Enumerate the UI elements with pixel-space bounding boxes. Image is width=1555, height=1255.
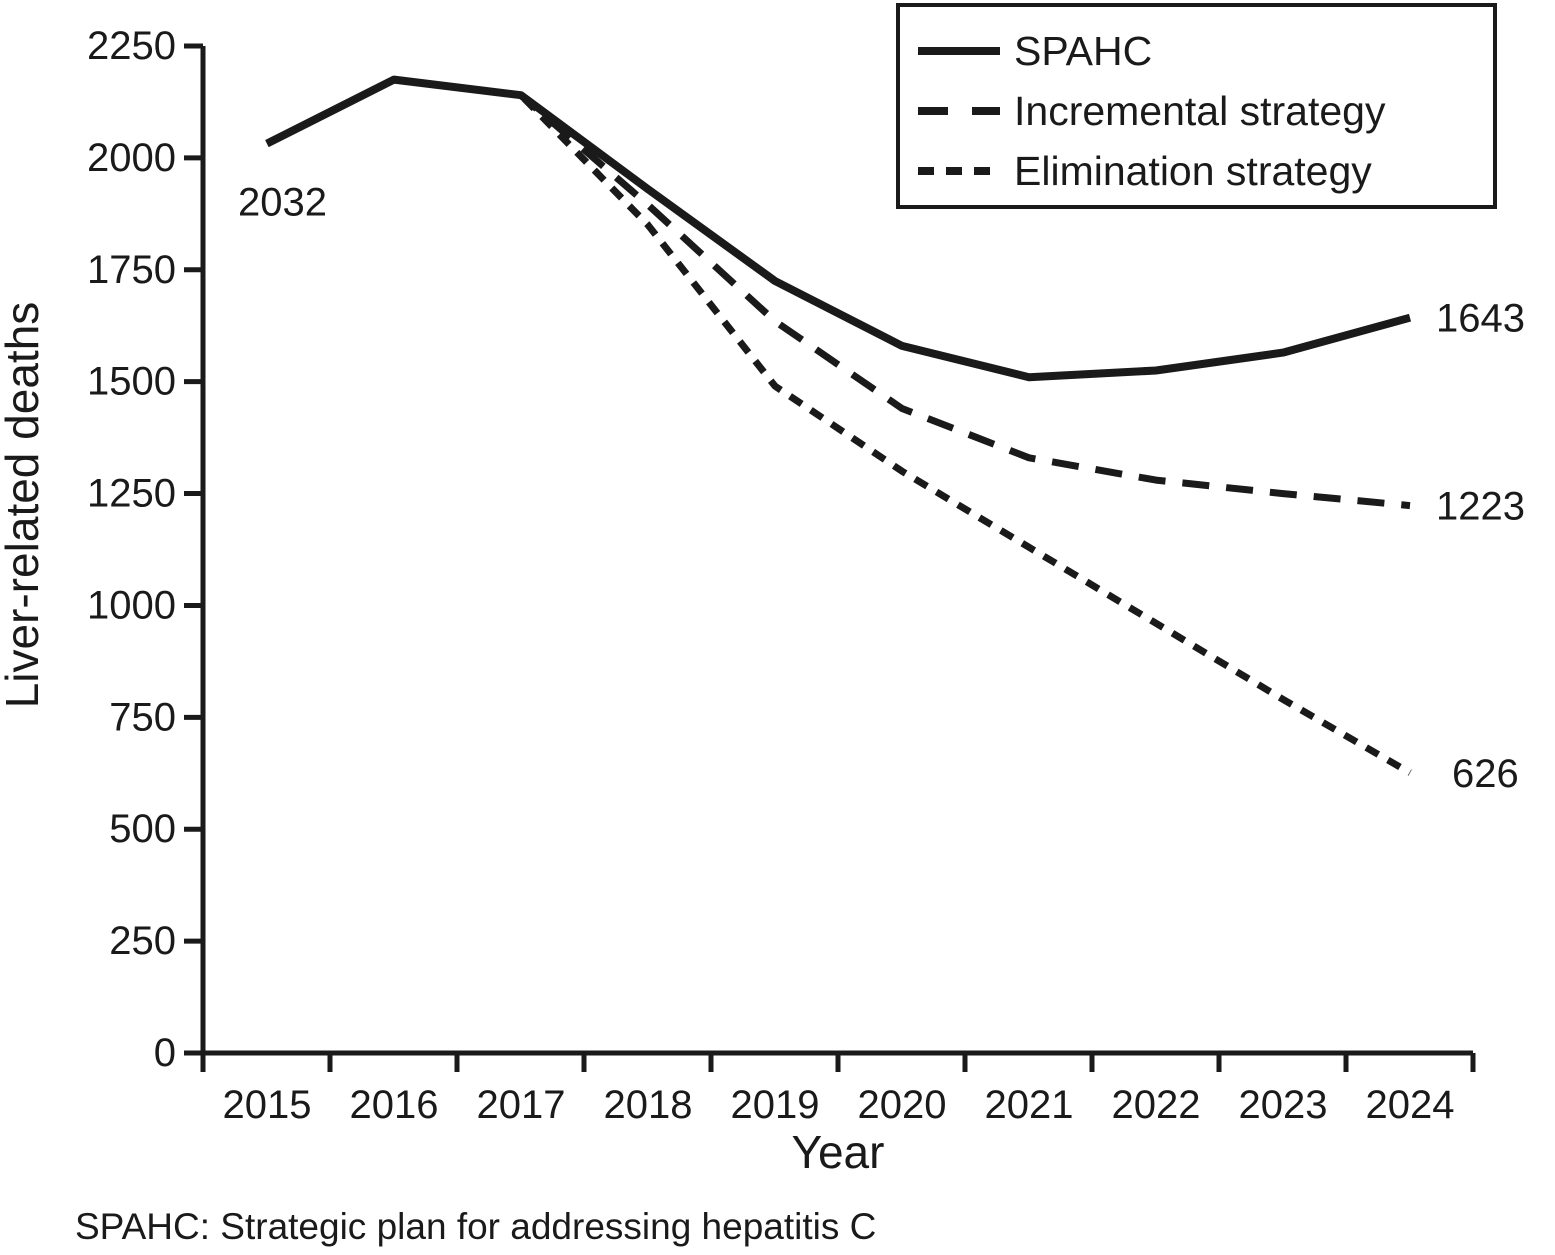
x-tick-label: 2021	[985, 1083, 1074, 1127]
y-tick-label: 1750	[87, 248, 176, 292]
legend-box	[896, 3, 1497, 209]
x-tick-label: 2023	[1239, 1083, 1328, 1127]
annotation-1643: 1643	[1436, 297, 1525, 341]
y-tick-label: 2000	[87, 136, 176, 180]
y-axis-title: Liver-related deaths	[0, 302, 48, 709]
y-tick-label: 0	[154, 1031, 176, 1075]
series-line-spahc	[265, 75, 1412, 382]
x-tick-label: 2015	[223, 1083, 312, 1127]
legend-label-incremental-strategy: Incremental strategy	[1014, 88, 1386, 134]
annotation-2032: 2032	[238, 181, 327, 225]
y-tick-label: 1500	[87, 360, 176, 404]
legend-label-elimination-strategy: Elimination strategy	[1014, 148, 1372, 194]
x-tick-label: 2022	[1112, 1083, 1201, 1127]
y-tick-label: 1000	[87, 583, 176, 627]
y-tick-label: 2250	[87, 24, 176, 68]
x-tick-label: 2020	[858, 1083, 947, 1127]
annotation-1223: 1223	[1436, 485, 1525, 529]
annotation-626: 626	[1452, 752, 1519, 796]
x-tick-label: 2024	[1366, 1083, 1455, 1127]
y-tick-label: 250	[109, 919, 176, 963]
x-tick-label: 2016	[350, 1083, 439, 1127]
x-tick-label: 2017	[477, 1083, 566, 1127]
x-tick-label: 2019	[731, 1083, 820, 1127]
y-tick-label: 750	[109, 695, 176, 739]
legend-label-spahc: SPAHC	[1014, 28, 1152, 74]
y-tick-label: 1250	[87, 472, 176, 516]
chart-footnote: SPAHC: Strategic plan for addressing hep…	[75, 1206, 877, 1247]
x-axis-title: Year	[792, 1126, 885, 1178]
x-tick-label: 2018	[604, 1083, 693, 1127]
y-tick-label: 500	[109, 807, 176, 851]
